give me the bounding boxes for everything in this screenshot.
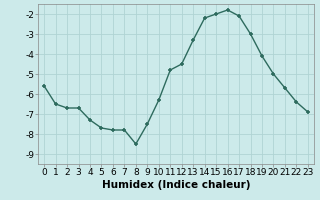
X-axis label: Humidex (Indice chaleur): Humidex (Indice chaleur) (102, 180, 250, 190)
